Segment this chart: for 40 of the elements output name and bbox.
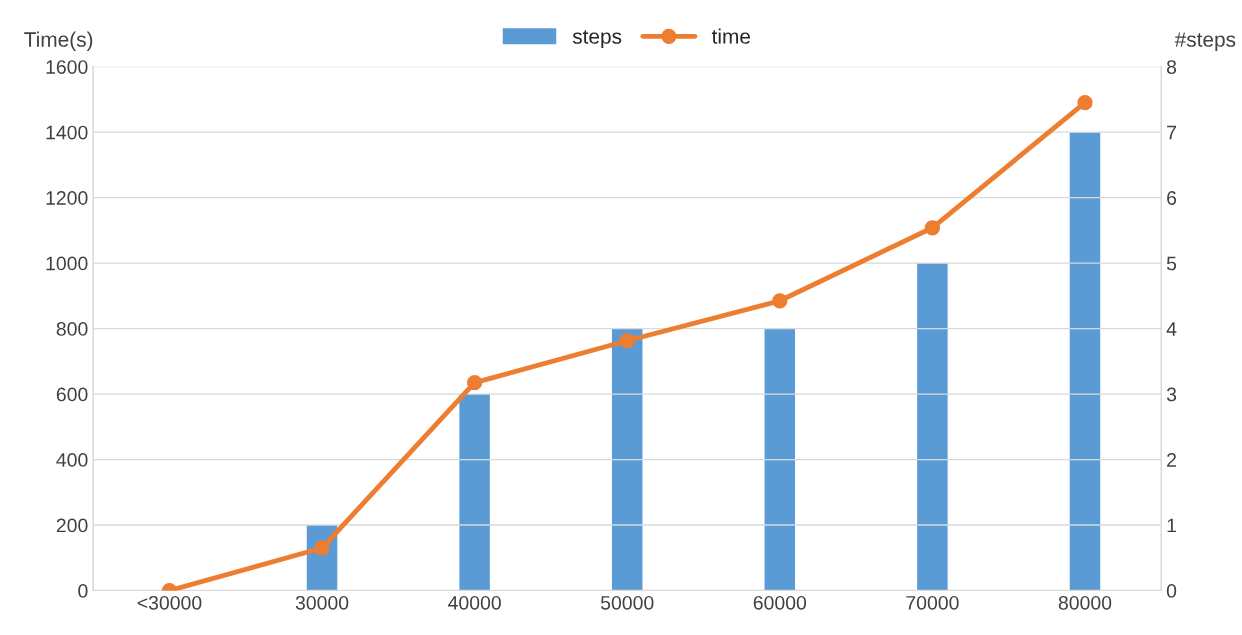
point [1077,95,1093,111]
legend-label: steps [572,30,622,48]
y-tick-label: 600 [56,387,88,402]
x-tick-label: 40000 [448,595,501,610]
x-tick-label: 70000 [906,595,959,610]
point [466,374,483,391]
x-tick-label: 30000 [295,595,349,610]
y2-tick-label: 2 [1167,453,1176,467]
x-tick-label: 50000 [600,595,654,610]
y2-tick-label: 3 [1166,387,1177,402]
x-tick-label: 60000 [753,595,807,610]
x-tick-label: 80000 [1058,595,1112,610]
y2-tick-label: 8 [1166,60,1177,74]
y-tick-label: 400 [56,453,88,467]
y2-tick-label: 1 [1167,518,1176,533]
x-tick-label: <30000 [137,595,202,610]
y-tick-label: 200 [56,518,88,533]
y2-tick-label: 4 [1166,322,1177,336]
point [924,220,941,236]
point [772,293,788,309]
y2-tick-label: 0 [1166,584,1177,598]
point [314,540,330,556]
bar [764,328,796,591]
bar [1069,132,1101,591]
y2-axis-title: #steps [1174,32,1236,51]
y2-tick-label: 6 [1167,191,1177,205]
bar [611,328,643,591]
y-axis-title: Time(s) [24,31,93,51]
bar [917,263,948,591]
y-tick-label: 800 [56,322,88,336]
y-tick-label: 1000 [46,256,88,271]
y-tick-label: 0 [78,584,88,598]
y-tick-label: 1400 [46,125,88,140]
y2-tick-label: 7 [1167,125,1176,140]
bar [459,394,490,591]
point [619,333,635,349]
legend-label: time [711,28,751,44]
y2-tick-label: 5 [1166,256,1177,271]
y-tick-label: 1600 [46,60,88,74]
y-tick-label: 1200 [46,191,88,205]
